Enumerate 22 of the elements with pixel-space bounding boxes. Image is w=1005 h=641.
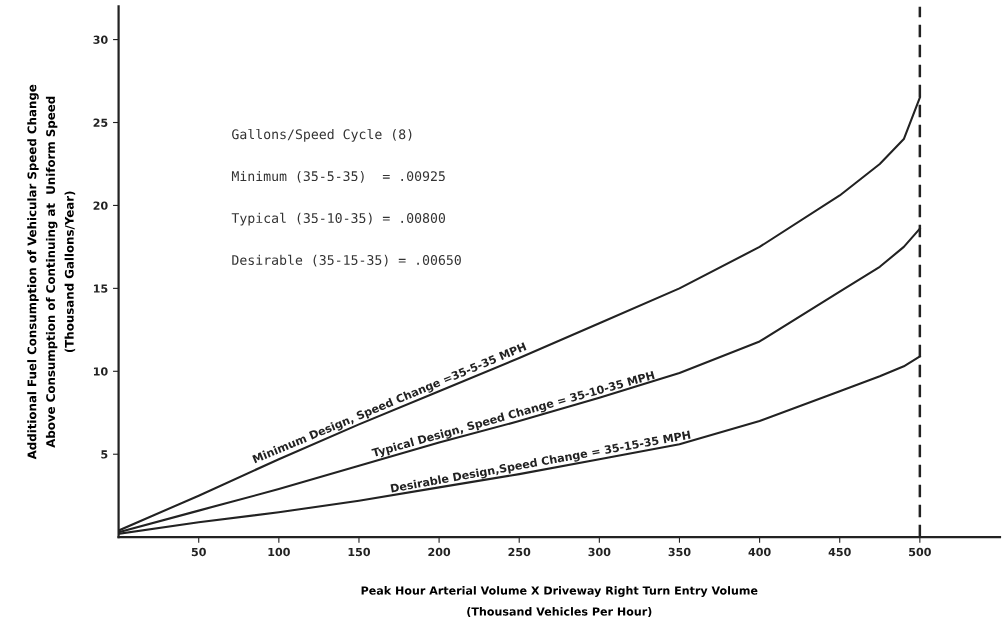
x-tick-label: 450 xyxy=(828,547,851,557)
x-axis-title: Peak Hour Arterial Volume X Driveway Right Turn Entry Volume (Thousand Vehicles Per Hour) xyxy=(361,586,758,617)
annotation: Gallons/Speed Cycle (8) xyxy=(232,128,412,142)
x-tick-label: 400 xyxy=(748,547,771,557)
y-tick-label: 20 xyxy=(93,201,108,210)
x-tick-label: 300 xyxy=(588,547,611,557)
y-tick-label: 5 xyxy=(101,450,108,459)
x-tick-label: 200 xyxy=(428,547,451,557)
x-tick-label: 350 xyxy=(668,547,691,557)
y-tick-label: 25 xyxy=(93,118,108,127)
y-tick-label: 15 xyxy=(93,284,108,293)
annotation: Typical (35-10-35) = .00800 xyxy=(231,212,446,226)
annotation: Desirable (35-15-35) = .00650 xyxy=(232,254,461,267)
y-axis-title: Additional Fuel Consumption of Vehicular Speed Change Above Consumption of Continuing at Uniform Speed (Thousand Gallons/Year) xyxy=(27,84,76,460)
x-tick-label: 250 xyxy=(508,547,531,557)
y-tick-label: 10 xyxy=(93,367,108,376)
x-tick-label: 150 xyxy=(348,547,371,557)
x-tick-label: 100 xyxy=(268,547,290,557)
annotation: Minimum (35-5-35) = .00925 xyxy=(231,170,445,183)
y-tick-label: 30 xyxy=(93,35,108,44)
x-tick-label: 50 xyxy=(191,547,206,557)
x-tick-label: 500 xyxy=(909,547,931,557)
